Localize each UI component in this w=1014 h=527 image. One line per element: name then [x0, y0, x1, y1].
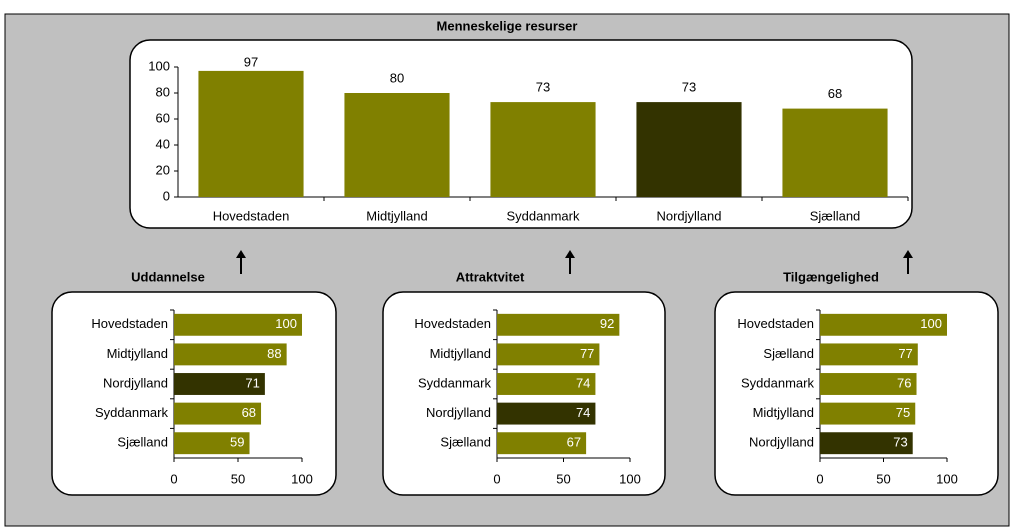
- x-tick-label: Sjælland: [810, 208, 861, 223]
- y-tick-label: Sjælland: [763, 346, 814, 361]
- bar: [820, 432, 913, 455]
- data-label: 80: [390, 70, 404, 85]
- y-tick-label: Sjælland: [440, 435, 491, 450]
- x-tick-label: Nordjylland: [656, 208, 721, 223]
- bar: [344, 93, 450, 197]
- x-tick-label: 50: [231, 471, 245, 486]
- data-label: 88: [267, 346, 281, 361]
- bar: [497, 432, 587, 455]
- y-tick-label: Nordjylland: [749, 435, 814, 450]
- chart-title: Uddannelse: [131, 269, 205, 284]
- y-tick-label: Midtjylland: [753, 405, 814, 420]
- y-tick-label: Sjælland: [117, 435, 168, 450]
- data-label: 59: [230, 435, 244, 450]
- x-tick-label: Syddanmark: [507, 208, 580, 223]
- data-label: 74: [576, 405, 590, 420]
- y-tick-label: Hovedstaden: [737, 316, 814, 331]
- bar: [497, 373, 596, 395]
- bar: [174, 313, 302, 336]
- data-label: 71: [245, 375, 259, 390]
- x-tick-label: 100: [936, 471, 958, 486]
- data-label: 73: [893, 435, 907, 450]
- bar: [820, 313, 947, 336]
- y-tick-label: Syddanmark: [741, 375, 814, 390]
- x-tick-label: 100: [619, 471, 641, 486]
- chart-title: Tilgængelighed: [783, 269, 879, 284]
- y-tick-label: 20: [156, 162, 170, 177]
- bar: [782, 108, 888, 197]
- bar: [820, 402, 916, 425]
- y-tick-label: Syddanmark: [95, 405, 168, 420]
- y-tick-label: 40: [156, 136, 170, 151]
- y-tick-label: Midtjylland: [430, 346, 491, 361]
- bar: [497, 313, 620, 336]
- bar: [820, 343, 918, 366]
- data-label: 92: [600, 316, 614, 331]
- bar: [174, 432, 250, 455]
- x-tick-label: 0: [816, 471, 823, 486]
- data-label: 77: [580, 346, 594, 361]
- chart-title: Menneskelige resurser: [437, 18, 578, 33]
- bar: [174, 402, 262, 425]
- y-tick-label: Midtjylland: [107, 346, 168, 361]
- x-tick-label: 0: [493, 471, 500, 486]
- x-tick-label: 100: [291, 471, 313, 486]
- x-tick-label: 50: [556, 471, 570, 486]
- x-tick-label: Midtjylland: [366, 208, 427, 223]
- chart-title: Attraktvitet: [456, 269, 525, 284]
- x-tick-label: 50: [876, 471, 890, 486]
- bar: [174, 343, 287, 366]
- y-tick-label: 60: [156, 110, 170, 125]
- arrow: [903, 250, 913, 274]
- y-tick-label: Hovedstaden: [414, 316, 491, 331]
- bar: [174, 373, 265, 395]
- data-label: 73: [682, 80, 696, 95]
- arrow: [565, 250, 575, 274]
- y-tick-label: Hovedstaden: [91, 316, 168, 331]
- y-tick-label: Syddanmark: [418, 375, 491, 390]
- data-label: 100: [275, 316, 297, 331]
- bar: [636, 102, 742, 197]
- y-tick-label: Nordjylland: [426, 405, 491, 420]
- y-tick-label: 80: [156, 84, 170, 99]
- data-label: 67: [567, 435, 581, 450]
- bar: [497, 343, 600, 366]
- bar: [198, 70, 304, 197]
- y-tick-label: Nordjylland: [103, 375, 168, 390]
- bar: [497, 402, 596, 425]
- arrow: [236, 250, 246, 274]
- y-tick-label: 100: [148, 58, 170, 73]
- data-label: 100: [920, 316, 942, 331]
- x-tick-label: 0: [170, 471, 177, 486]
- data-label: 73: [536, 80, 550, 95]
- y-tick-label: 0: [163, 188, 170, 203]
- bar: [490, 102, 596, 197]
- bar: [820, 373, 917, 395]
- x-tick-label: Hovedstaden: [213, 208, 290, 223]
- data-label: 97: [244, 54, 258, 69]
- data-label: 68: [242, 405, 256, 420]
- data-label: 75: [896, 405, 910, 420]
- data-label: 77: [898, 346, 912, 361]
- data-label: 68: [828, 86, 842, 101]
- data-label: 74: [576, 375, 590, 390]
- data-label: 76: [897, 375, 911, 390]
